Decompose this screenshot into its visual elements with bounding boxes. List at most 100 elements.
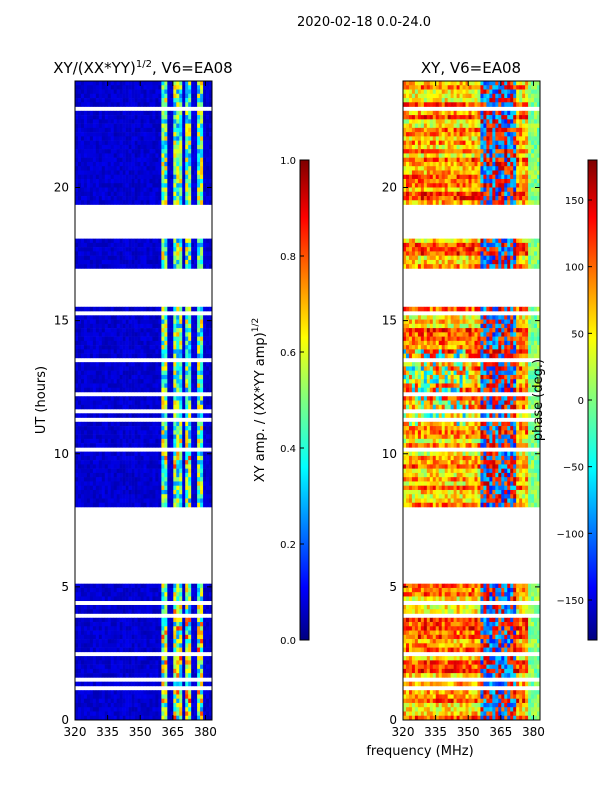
amp-cell [164,362,168,367]
amp-cell [137,690,141,695]
amp-cell [101,660,106,665]
amp-cell [95,387,100,393]
amp-cell [149,264,153,269]
amp-cell [179,255,183,261]
amp-cell [107,451,112,457]
phase-cell [471,81,475,86]
amp-cell [80,144,85,150]
amp-cell [200,153,204,158]
amp-cell [104,694,109,699]
amp-cell [101,502,106,508]
amp-cell [191,136,195,141]
amp-cell [122,102,126,107]
amp-cell [122,140,126,146]
phase-cell [417,85,422,90]
amp-cell [161,136,165,141]
amp-cell [98,489,103,495]
amp-cell [203,247,207,252]
amp-cell [110,660,115,665]
amp-cell [119,383,123,389]
amp-cell [92,434,97,440]
phase-cell [447,93,451,99]
amp-cell [176,587,180,593]
amp-cell [131,306,135,312]
amp-cell [89,340,94,346]
amp-cell [98,711,103,717]
amp-cell [113,102,117,107]
amp-cell [173,643,177,648]
amp-cell [152,349,156,354]
amp-cell [206,426,210,431]
amp-cell [140,323,144,329]
amp-cell [80,200,85,205]
amp-cell [203,698,207,704]
amp-cell [191,434,195,440]
amp-cell [149,455,153,461]
amp-cell [80,668,85,674]
amp-cell [101,647,106,653]
amp-cell [191,477,195,482]
amp-cell [89,604,94,610]
left-title-rest: , V6=EA08 [152,59,233,77]
amp-cell [86,161,91,167]
amp-cell [149,468,153,474]
amp-cell [185,421,189,427]
amp-cell [200,340,204,346]
amp-cell [137,592,141,597]
amp-cell [104,622,109,627]
amp-cell [158,178,162,184]
amp-cell [182,502,186,508]
amp-cell [134,617,138,623]
amp-cell [143,136,147,141]
amp-cell [122,98,126,103]
amp-cell [107,694,112,699]
amp-cell [92,110,97,116]
amp-cell [137,404,141,410]
amp-cell [101,89,106,95]
amp-cell [128,430,132,435]
amp-cell [185,630,189,636]
amp-cell [140,153,144,158]
amp-cell [176,468,180,474]
amp-cell [185,140,189,146]
amp-cell [89,630,94,636]
amp-cell [122,622,126,627]
amp-cell [185,694,189,699]
amp-cell [137,238,141,244]
amp-cell [122,81,126,86]
amp-cell [143,93,147,99]
amp-cell [167,157,171,163]
amp-cell [113,468,117,474]
amp-cell [173,306,177,312]
amp-cell [164,617,168,623]
amp-cell [179,673,183,678]
amp-cell [122,264,126,269]
amp-cell [107,592,112,597]
amp-cell [95,426,100,431]
amp-cell [173,673,177,678]
amp-cell [200,174,204,180]
amp-cell [98,345,103,350]
amp-cell [146,617,150,623]
amp-cell [197,494,201,499]
amp-cell [167,255,171,261]
phase-cell [507,85,511,90]
amp-cell [200,413,204,418]
amp-cell [155,460,159,465]
amp-cell [95,711,100,717]
amp-cell [137,110,141,116]
amp-cell [155,157,159,163]
amp-cell [197,166,201,171]
amp-cell [146,438,150,444]
amp-cell [176,191,180,197]
amp-cell [197,485,201,491]
amp-cell [164,323,168,329]
amp-cell [89,455,94,461]
amp-cell [209,140,213,146]
amp-cell [203,494,207,499]
amp-cell [122,349,126,354]
amp-cell [122,604,126,610]
amp-cell [77,477,82,482]
amp-cell [80,421,85,427]
amp-cell [80,259,85,265]
